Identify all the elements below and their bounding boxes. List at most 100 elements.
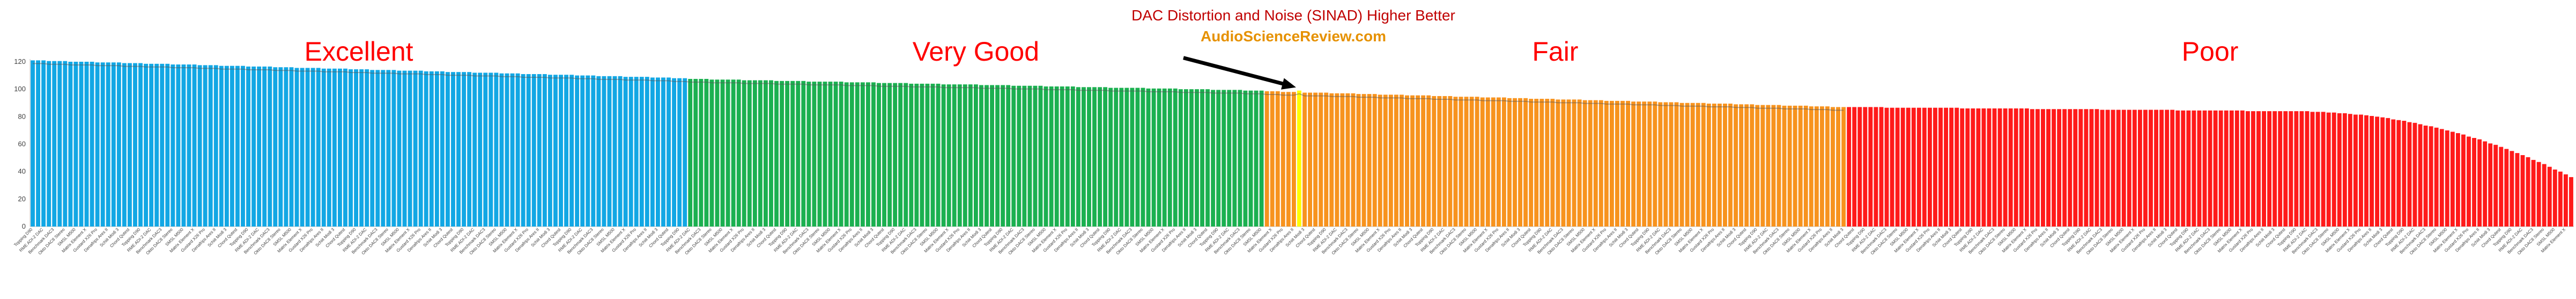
bar	[165, 63, 170, 227]
bar	[338, 68, 342, 227]
bar	[2186, 110, 2191, 227]
bar	[2412, 122, 2417, 227]
bar	[2364, 115, 2368, 227]
bar	[1211, 90, 1216, 227]
bar	[731, 79, 736, 227]
bar	[2078, 109, 2083, 227]
bar	[542, 74, 547, 227]
bar	[219, 65, 224, 227]
bar	[1238, 90, 1242, 227]
bar	[882, 83, 886, 227]
bar	[1501, 97, 1506, 227]
bar	[612, 76, 617, 227]
bar	[979, 85, 983, 227]
bar	[203, 65, 208, 227]
bar	[1141, 87, 1145, 227]
bar	[1723, 104, 1727, 227]
bar	[1410, 95, 1415, 227]
chart-title: DAC Distortion and Noise (SINAD) Higher …	[1131, 7, 1455, 24]
bar	[2542, 164, 2547, 227]
bar	[116, 62, 121, 227]
bar	[1997, 108, 2002, 227]
bar	[1787, 105, 1792, 227]
bar	[1157, 88, 1161, 227]
bar	[424, 71, 428, 227]
tier-label-excellent: Excellent	[305, 37, 413, 67]
bar	[1539, 99, 1544, 227]
bar	[764, 80, 768, 227]
y-tick-label: 20	[18, 195, 26, 203]
bar	[823, 82, 827, 227]
highlight-bar	[1297, 90, 1301, 227]
bar	[699, 78, 704, 227]
bar	[1426, 95, 1431, 227]
bar	[925, 83, 930, 227]
bar	[2218, 110, 2223, 227]
bar	[946, 84, 951, 227]
bar	[1022, 85, 1027, 227]
bar	[1981, 108, 1986, 227]
bar	[1507, 98, 1512, 227]
bar	[1900, 107, 1905, 227]
bar	[2149, 110, 2153, 227]
bar	[63, 61, 68, 227]
bar	[2256, 111, 2261, 227]
bar	[812, 82, 817, 227]
bar	[2526, 157, 2530, 227]
bar	[95, 62, 100, 227]
bar	[667, 77, 671, 227]
bar	[1987, 108, 1992, 227]
bar	[1944, 107, 1948, 227]
bar	[941, 84, 946, 227]
bar	[2030, 109, 2034, 227]
bar	[677, 78, 682, 227]
bar	[138, 63, 143, 227]
bar	[952, 84, 957, 227]
bar	[1162, 88, 1167, 227]
bar	[1744, 104, 1749, 227]
bar	[456, 72, 461, 227]
bar	[1448, 96, 1453, 227]
bar	[984, 85, 989, 227]
bar	[1361, 94, 1366, 227]
bar	[2310, 112, 2315, 227]
bar	[2321, 112, 2326, 227]
bar	[575, 75, 580, 227]
bar	[2175, 110, 2180, 227]
bar	[2165, 110, 2170, 227]
bar	[1135, 87, 1140, 227]
bar	[2052, 109, 2056, 227]
bar	[1205, 89, 1210, 227]
bar	[386, 70, 391, 227]
bar	[1928, 107, 1932, 227]
bar	[839, 82, 843, 227]
bar	[57, 61, 62, 227]
bar	[1550, 99, 1555, 227]
bar	[1232, 90, 1237, 227]
bar	[1098, 87, 1102, 227]
bar	[1437, 96, 1442, 227]
bar	[2100, 110, 2105, 227]
bar	[758, 80, 763, 227]
tier-label-very-good: Very Good	[913, 37, 1039, 67]
bar	[1868, 107, 1873, 227]
bar	[1809, 106, 1813, 227]
bar	[2278, 111, 2283, 227]
bar	[709, 79, 714, 227]
bar	[1351, 93, 1356, 227]
bar	[472, 72, 477, 227]
bar	[1803, 105, 1808, 227]
bar	[1955, 107, 1959, 227]
bar	[1814, 106, 1819, 227]
bar	[833, 82, 838, 227]
bar	[521, 74, 525, 227]
bar	[2111, 110, 2115, 227]
bar	[2418, 124, 2423, 227]
bar	[2294, 111, 2299, 227]
bar	[246, 66, 250, 227]
bar	[1356, 94, 1361, 227]
bar	[623, 77, 628, 227]
bar	[2181, 110, 2186, 227]
bar	[2035, 109, 2040, 227]
bar	[785, 81, 790, 227]
